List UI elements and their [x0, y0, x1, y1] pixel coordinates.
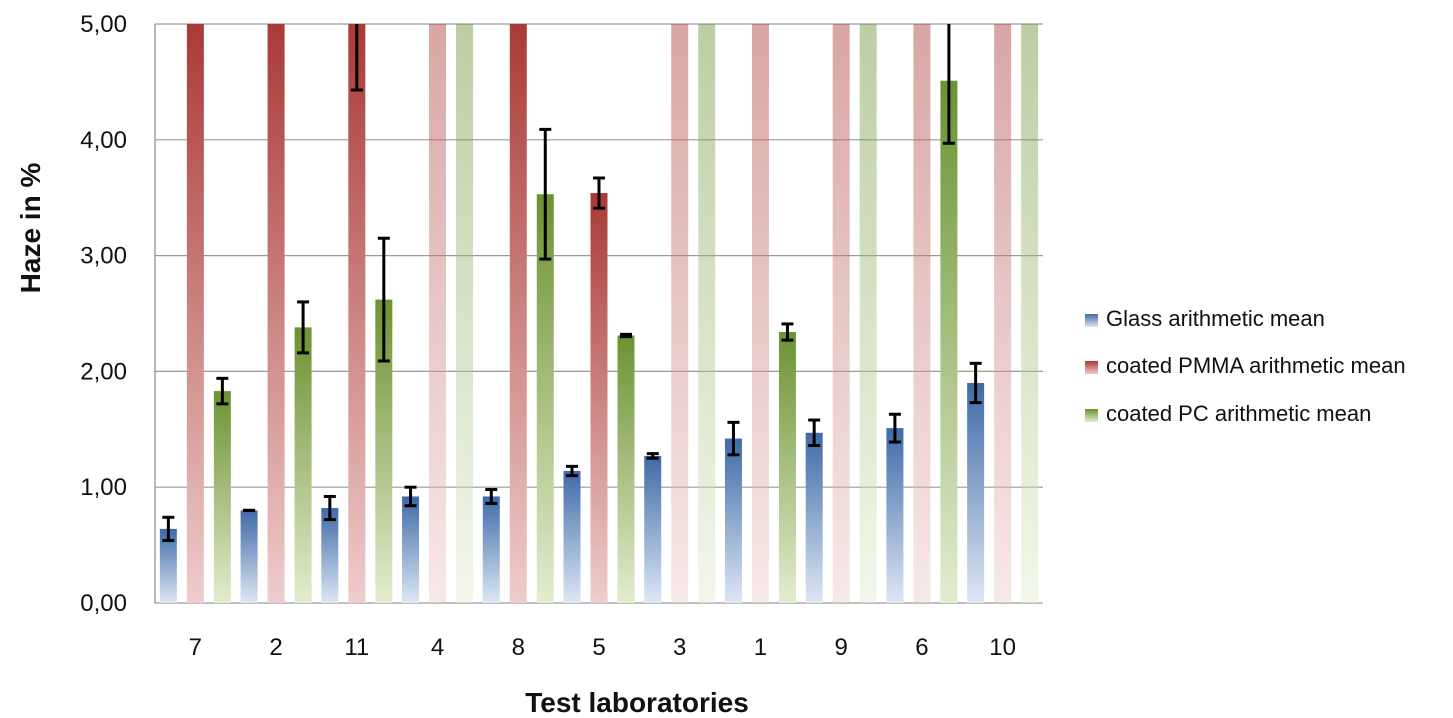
legend: Glass arithmetic mean coated PMMA arithme…	[1085, 306, 1406, 426]
bar-pmma	[913, 24, 931, 603]
bar-glass	[886, 428, 904, 603]
bar-pc	[456, 24, 474, 603]
x-tick-label: 6	[915, 634, 928, 661]
x-tick-label: 4	[431, 634, 444, 661]
bar-pc	[294, 327, 312, 603]
x-tick-label: 5	[592, 634, 605, 661]
error-bars	[162, 24, 982, 542]
bar-pmma	[429, 24, 447, 603]
bar-glass	[724, 438, 742, 603]
bar-glass	[321, 508, 339, 603]
y-tick-label: 0,00	[80, 590, 127, 617]
bar-glass	[482, 496, 500, 603]
bar-pc	[536, 194, 554, 603]
bar-glass	[402, 496, 420, 603]
x-tick-label: 1	[754, 634, 767, 661]
x-tick-label: 9	[835, 634, 848, 661]
x-tick-label: 3	[673, 634, 686, 661]
bar-pc	[698, 24, 716, 603]
bar-pc	[213, 391, 231, 603]
bars	[159, 24, 1039, 603]
bar-pc	[778, 332, 796, 603]
bar-pc	[375, 299, 393, 603]
y-tick-label: 5,00	[80, 11, 127, 38]
bar-pc	[859, 24, 877, 603]
x-axis-title: Test laboratories	[525, 687, 749, 718]
legend-label: Glass arithmetic mean	[1106, 306, 1325, 331]
legend-swatch	[1085, 409, 1098, 422]
y-tick-label: 4,00	[80, 127, 127, 154]
legend-swatch	[1085, 314, 1098, 327]
x-tick-label: 11	[344, 634, 369, 661]
bar-pc	[1021, 24, 1039, 603]
y-axis-title: Haze in %	[15, 163, 46, 294]
bar-glass	[967, 382, 985, 603]
x-tick-label: 8	[512, 634, 525, 661]
bar-pmma	[751, 24, 769, 603]
y-tick-label: 3,00	[80, 243, 127, 270]
bar-glass	[240, 510, 258, 603]
y-tick-label: 1,00	[80, 474, 127, 501]
bar-pmma	[832, 24, 850, 603]
bar-pmma	[994, 24, 1012, 603]
bar-pmma	[671, 24, 689, 603]
bar-pmma	[590, 193, 608, 603]
bar-glass	[563, 470, 581, 603]
x-tick-label: 10	[989, 634, 1016, 661]
bar-pc	[940, 80, 958, 603]
bar-pmma	[186, 24, 204, 603]
bar-glass	[805, 432, 823, 603]
bar-pc	[617, 335, 635, 603]
bar-glass	[644, 455, 662, 603]
axes: 0,00 1,00 2,00 3,00 4,00 5,00 7 2 11 4 8 5 3 1 9 6 10	[80, 11, 1016, 661]
bar-pmma	[348, 24, 366, 603]
legend-swatch	[1085, 361, 1098, 374]
bar-pmma	[509, 24, 527, 603]
bar-glass	[159, 528, 177, 603]
legend-label: coated PC arithmetic mean	[1106, 401, 1371, 426]
x-tick-label: 7	[189, 634, 202, 661]
x-tick-label: 2	[269, 634, 282, 661]
bar-pmma	[267, 24, 285, 603]
y-tick-label: 2,00	[80, 358, 127, 385]
legend-label: coated PMMA arithmetic mean	[1106, 353, 1406, 378]
